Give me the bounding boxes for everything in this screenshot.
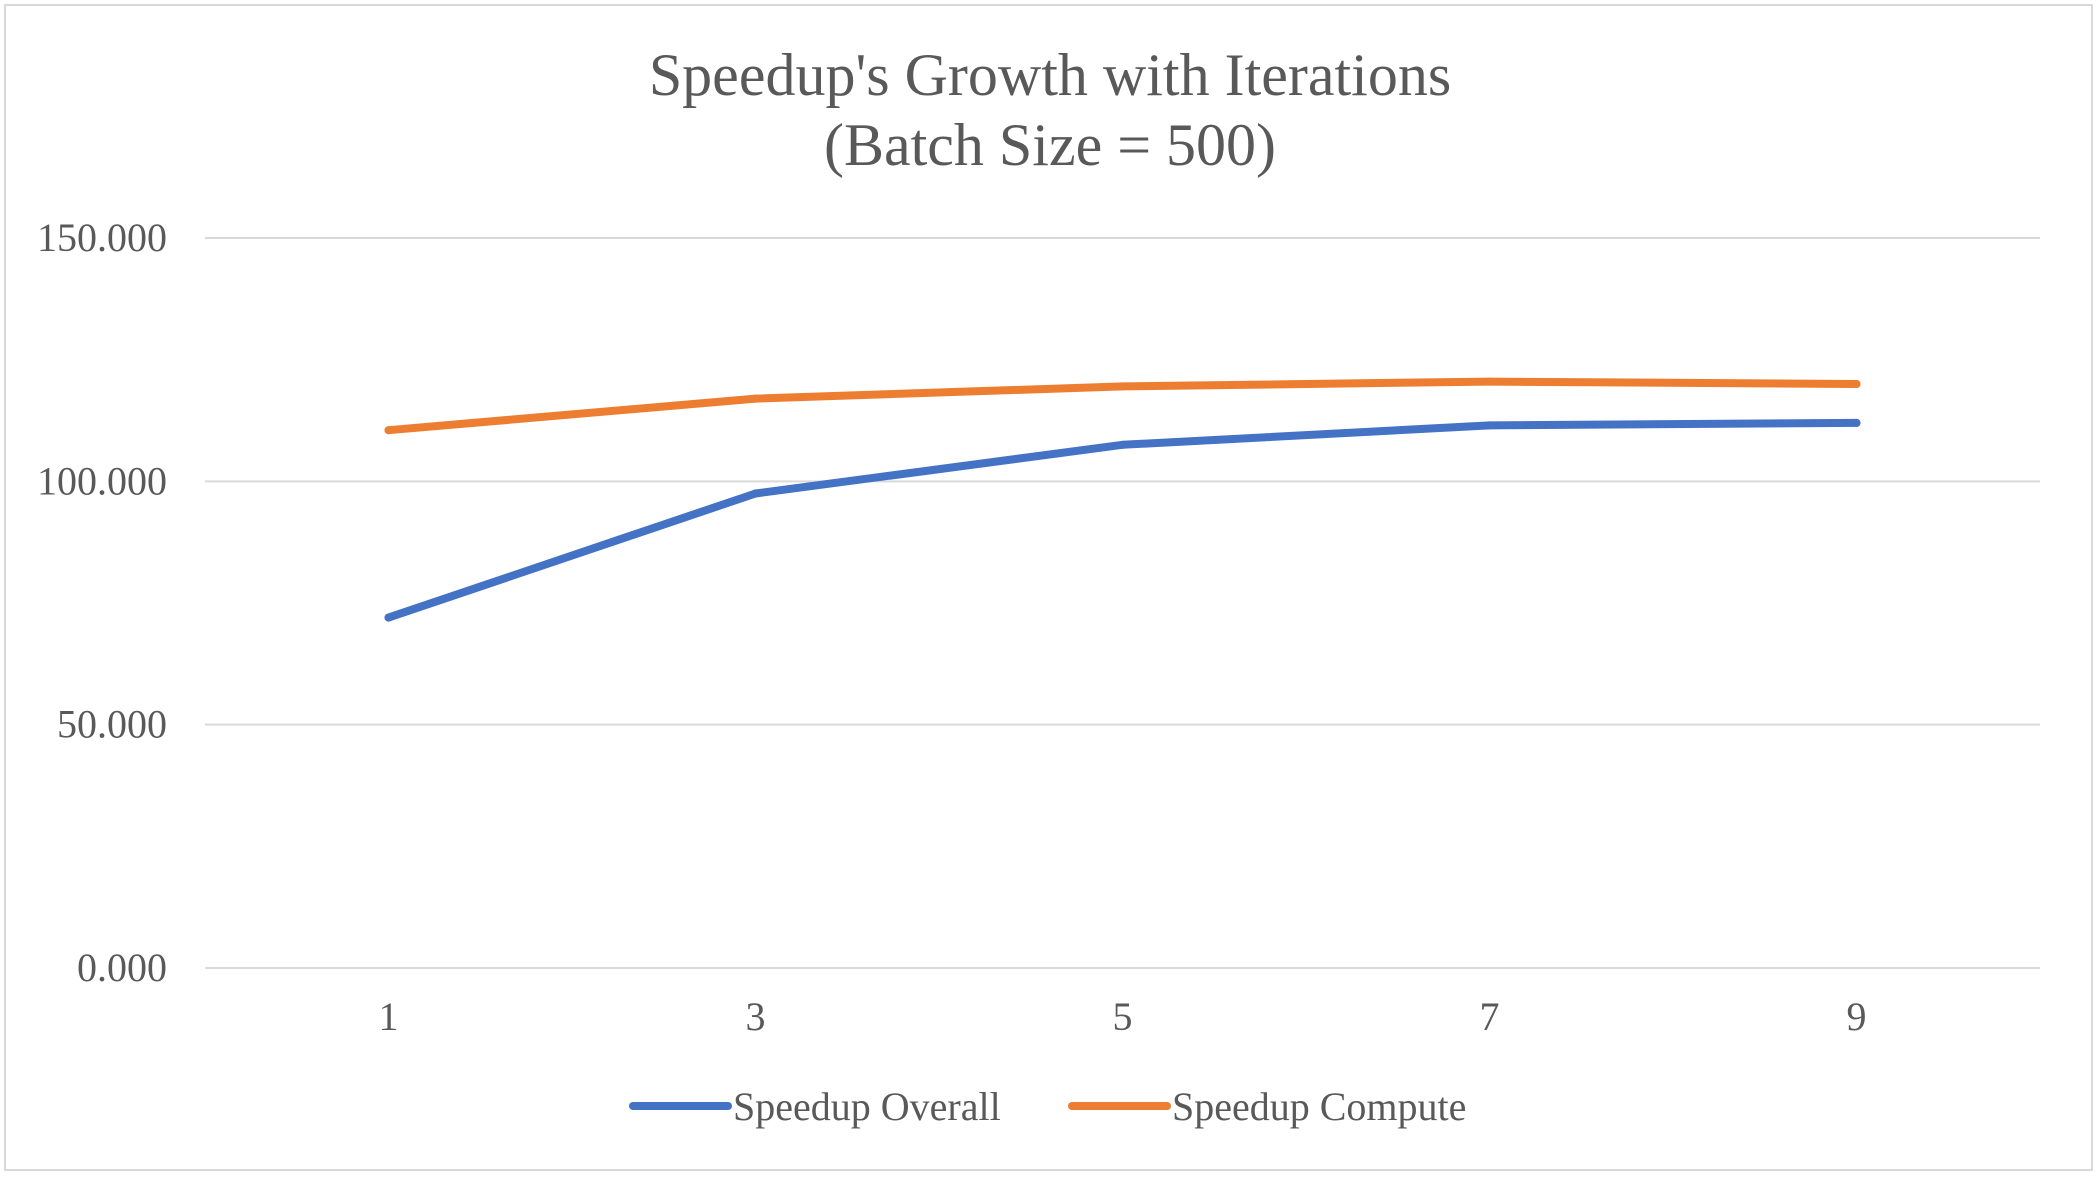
y-tick-label: 0.000 bbox=[77, 945, 167, 990]
x-tick-label: 1 bbox=[379, 994, 399, 1039]
x-axis-tick-labels: 1 3 5 7 9 bbox=[379, 994, 1867, 1039]
chart-title: Speedup's Growth with Iterations bbox=[649, 42, 1451, 108]
x-tick-label: 5 bbox=[1113, 994, 1133, 1039]
y-tick-label: 100.000 bbox=[37, 458, 167, 503]
data-point bbox=[1118, 440, 1127, 449]
y-tick-label: 150.000 bbox=[37, 215, 167, 260]
x-tick-label: 9 bbox=[1847, 994, 1867, 1039]
legend: Speedup Overall Speedup Compute bbox=[629, 1084, 1466, 1129]
chart-frame bbox=[4, 4, 2093, 1171]
data-point bbox=[1118, 382, 1127, 391]
legend-label: Speedup Overall bbox=[733, 1084, 1001, 1129]
x-tick-label: 3 bbox=[746, 994, 766, 1039]
data-point bbox=[384, 613, 393, 622]
series-line-speedup-overall bbox=[384, 418, 1861, 622]
series-lines bbox=[384, 377, 1861, 622]
legend-label: Speedup Compute bbox=[1172, 1084, 1466, 1129]
data-point bbox=[1852, 380, 1861, 388]
data-point bbox=[1852, 418, 1861, 427]
chart-subtitle: (Batch Size = 500) bbox=[824, 112, 1276, 178]
x-tick-label: 7 bbox=[1480, 994, 1500, 1039]
data-point bbox=[384, 426, 393, 435]
y-tick-label: 50.000 bbox=[57, 702, 167, 747]
data-point bbox=[1485, 421, 1494, 430]
data-point bbox=[751, 394, 760, 403]
gridlines bbox=[205, 237, 2040, 969]
y-axis-tick-labels: 0.000 50.000 100.000 150.000 bbox=[37, 215, 167, 990]
data-point bbox=[751, 489, 760, 498]
data-point bbox=[1485, 377, 1494, 386]
